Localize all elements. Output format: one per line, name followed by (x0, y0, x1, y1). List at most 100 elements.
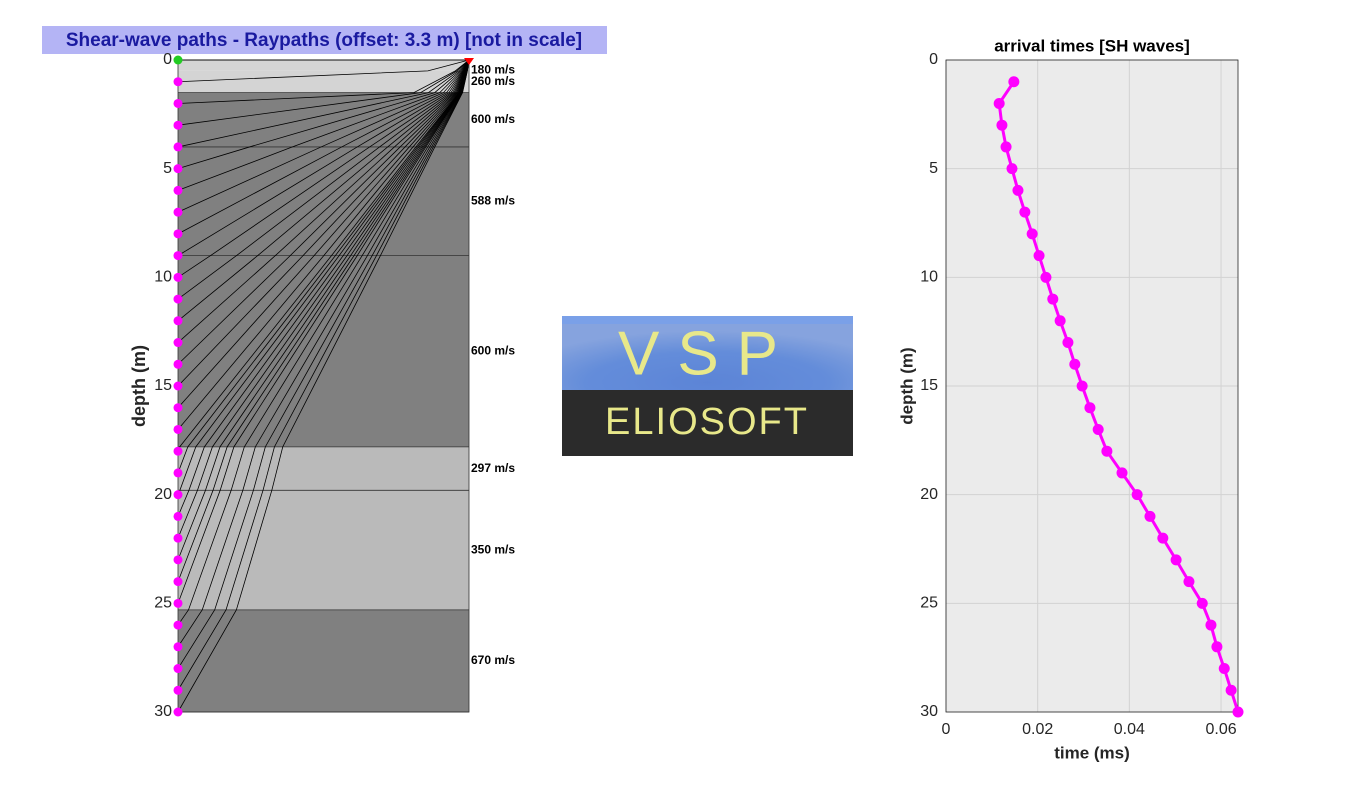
point (996, 119, 1008, 131)
receiver (173, 229, 183, 239)
point (1084, 402, 1096, 414)
ray (177, 59, 470, 126)
point (1225, 684, 1237, 696)
ray (177, 59, 470, 83)
receiver (173, 403, 183, 413)
layer (178, 446, 469, 491)
layer (178, 609, 469, 712)
ray (177, 59, 470, 713)
ray (177, 59, 470, 148)
layer (178, 146, 469, 256)
velocity-label: 600 m/s (471, 343, 515, 357)
y-tick-label: 25 (920, 595, 938, 612)
receiver (173, 685, 183, 695)
x-axis-label: time (ms) (1054, 743, 1130, 762)
x-tick-label: 0.04 (1114, 721, 1145, 738)
point (1205, 619, 1217, 631)
logo-bottom (562, 390, 853, 456)
y-tick-label: 15 (154, 377, 172, 394)
y-tick-label: 20 (154, 486, 172, 503)
y-tick-label: 30 (920, 703, 938, 720)
receiver (173, 294, 183, 304)
title-background (42, 26, 607, 54)
logo-text: VSP (618, 319, 796, 388)
receiver (173, 381, 183, 391)
y-tick-label: 5 (929, 160, 938, 177)
y-tick-label: 0 (163, 51, 172, 68)
point (1092, 423, 1104, 435)
point (1131, 489, 1143, 501)
receiver (173, 707, 183, 717)
y-tick-label: 10 (920, 269, 938, 286)
receiver (173, 98, 183, 108)
logo-text: ELIOSOFT (605, 401, 809, 443)
receiver (173, 664, 183, 674)
y-tick-label: 15 (920, 377, 938, 394)
receiver (173, 446, 183, 456)
receiver (173, 490, 183, 500)
plot-frame (945, 59, 1239, 713)
point (1116, 467, 1128, 479)
layer (178, 60, 469, 71)
logo: VSP ELIOSOFT (562, 316, 853, 456)
velocity-label: 297 m/s (471, 461, 515, 475)
y-axis-label: depth (m) (129, 345, 149, 427)
point (1040, 271, 1052, 283)
point (1047, 293, 1059, 305)
receiver (173, 620, 183, 630)
y-tick-label: 0 (929, 51, 938, 68)
layer (178, 255, 469, 447)
x-tick-label: 0.02 (1022, 721, 1053, 738)
point (1054, 315, 1066, 327)
receiver (173, 642, 183, 652)
receiver (173, 142, 183, 152)
ray (177, 59, 470, 191)
receiver (173, 468, 183, 478)
point (1101, 445, 1113, 457)
point (1211, 641, 1223, 653)
receiver (173, 511, 183, 521)
y-tick-label: 10 (154, 269, 172, 286)
logo-band (562, 324, 853, 390)
point (1026, 228, 1038, 240)
velocity-label: 350 m/s (471, 542, 515, 556)
receiver (173, 359, 183, 369)
chart-title: arrival times [SH waves] (994, 36, 1190, 55)
receiver (173, 316, 183, 326)
point (1069, 358, 1081, 370)
receiver (173, 77, 183, 87)
receiver (173, 120, 183, 130)
receiver (173, 338, 183, 348)
point (1008, 76, 1020, 88)
velocity-label: 260 m/s (471, 74, 515, 88)
receiver (173, 185, 183, 195)
point (1218, 663, 1230, 675)
receiver (173, 251, 183, 261)
y-tick-label: 5 (163, 160, 172, 177)
receiver (173, 577, 183, 587)
point (1232, 706, 1244, 718)
point (1012, 184, 1024, 196)
receiver (173, 555, 183, 565)
point (1019, 206, 1031, 218)
point (993, 97, 1005, 109)
chart-title: Shear-wave paths - Raypaths (offset: 3.3… (66, 30, 582, 51)
point (1157, 532, 1169, 544)
source (464, 58, 474, 65)
x-tick-label: 0 (942, 721, 951, 738)
y-axis-label: depth (m) (897, 347, 916, 424)
ray (177, 59, 470, 213)
velocity-label: 180 m/s (471, 63, 515, 77)
receiver (173, 272, 183, 282)
point (1076, 380, 1088, 392)
receiver (173, 55, 183, 65)
layer (178, 70, 469, 93)
y-tick-label: 25 (154, 595, 172, 612)
ray (177, 59, 470, 170)
point (1033, 250, 1045, 262)
point (1000, 141, 1012, 153)
layer (178, 490, 469, 610)
point (1196, 597, 1208, 609)
rays (177, 59, 470, 713)
